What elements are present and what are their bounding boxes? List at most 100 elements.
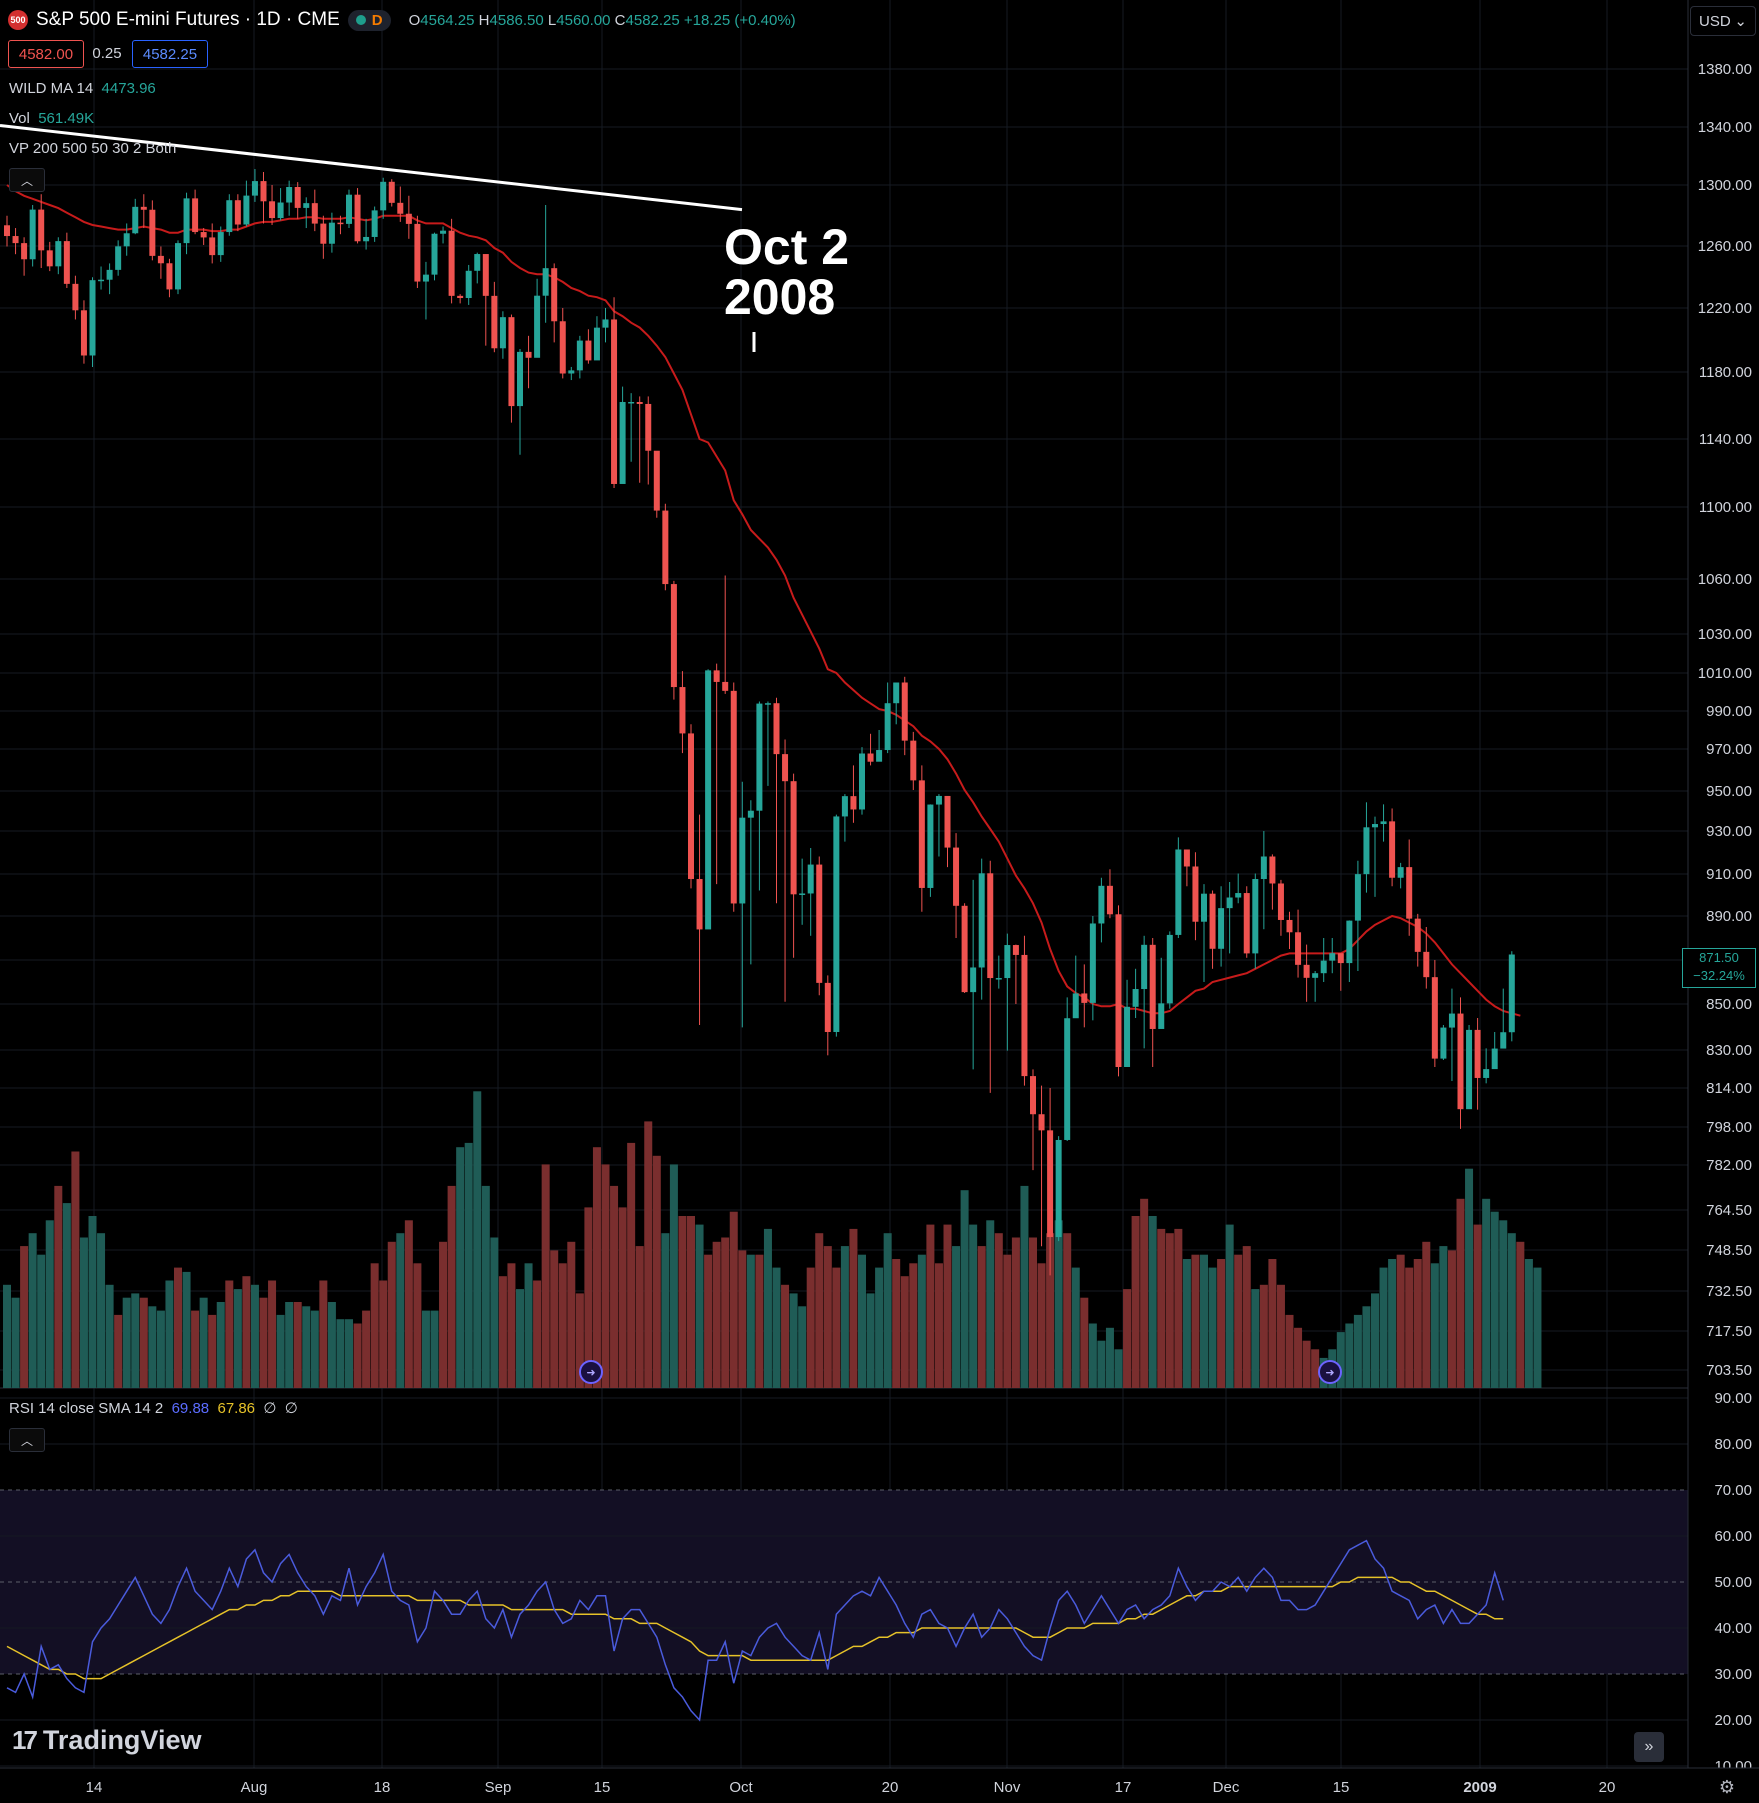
volume-bar [644, 1121, 653, 1388]
rsi-axis-label: 90.00 [1714, 1390, 1752, 1407]
economic-event-icon[interactable]: ➜ [1318, 1360, 1342, 1384]
candle-body [448, 230, 455, 296]
candle-body [217, 232, 224, 256]
volume-profile-legend[interactable]: VP 200 500 50 30 2 Both [9, 140, 177, 157]
economic-event-icon[interactable]: ➜ [579, 1360, 603, 1384]
volume-bar [1456, 1198, 1465, 1388]
volume-bar [379, 1280, 388, 1388]
candle-body [269, 201, 276, 219]
volume-bar [952, 1246, 961, 1388]
volume-bar [746, 1254, 755, 1388]
volume-bar [1516, 1241, 1525, 1388]
volume-bar [1259, 1284, 1268, 1388]
symbol-title[interactable]: S&P 500 E-mini Futures · 1D · CME [36, 9, 340, 30]
volume-bar [669, 1164, 678, 1388]
volume-bar [37, 1254, 46, 1388]
volume-bar [994, 1233, 1003, 1388]
candle-body [559, 321, 566, 374]
volume-bar [806, 1267, 815, 1388]
candle-body [688, 733, 694, 880]
candle-body [799, 893, 806, 895]
candle-body [619, 401, 626, 484]
candle-body [1141, 944, 1148, 990]
volume-bar [575, 1293, 584, 1388]
candle-body [371, 210, 378, 237]
collapse-rsi-legend-button[interactable]: ︿ [9, 1428, 45, 1452]
candle-body [576, 340, 583, 371]
volume-bar [712, 1241, 721, 1388]
spread-value: 0.25 [92, 44, 122, 62]
volume-bar [1029, 1237, 1037, 1388]
candle-body [226, 200, 233, 233]
price-axis-label: 703.50 [1706, 1362, 1752, 1379]
volume-bar [1430, 1263, 1439, 1388]
volume-bar [960, 1190, 969, 1388]
price-axis-label: 1030.00 [1698, 626, 1752, 643]
candle-body [303, 203, 310, 208]
candle-body [140, 206, 147, 210]
buy-price-button[interactable]: 4582.25 [132, 40, 208, 68]
candle-body [841, 796, 848, 817]
market-status[interactable]: D [347, 9, 391, 31]
volume-bar [567, 1241, 576, 1388]
volume-bar [327, 1302, 336, 1388]
volume-bar [815, 1233, 824, 1388]
candle-body [1089, 923, 1096, 1003]
volume-bar [618, 1207, 627, 1388]
candle-body [1021, 954, 1028, 1077]
currency-selector[interactable]: USD ⌄ [1690, 6, 1756, 36]
volume-bar [661, 1233, 670, 1388]
candle-body [953, 847, 960, 906]
volume-bar [721, 1237, 730, 1388]
candle-body [1260, 856, 1267, 880]
volume-bar [387, 1241, 396, 1388]
settings-icon[interactable]: ⚙ [1718, 1776, 1736, 1797]
volume-bar [1020, 1185, 1029, 1388]
candle-body [1431, 977, 1438, 1059]
volume-legend[interactable]: Vol 561.49K [9, 110, 95, 127]
volume-bar [1499, 1220, 1508, 1388]
tradingview-logo[interactable]: 17 TradingView [12, 1725, 202, 1755]
candle-body [1064, 1018, 1071, 1140]
volume-bar [900, 1276, 909, 1388]
wild-ma-legend[interactable]: WILD MA 14 4473.96 [9, 80, 156, 97]
volume-bar [1071, 1267, 1080, 1388]
candle-body [1483, 1069, 1490, 1078]
date-annotation[interactable]: Oct 2 2008 [724, 219, 850, 325]
price-axis-label: 1380.00 [1698, 61, 1752, 78]
volume-bar [1123, 1289, 1132, 1388]
candle-body [1030, 1076, 1036, 1115]
volume-bar [62, 1203, 71, 1388]
time-axis-label: Nov [994, 1779, 1021, 1796]
candle-body [628, 401, 635, 404]
price-axis-label: 798.00 [1706, 1119, 1752, 1136]
sell-price-button[interactable]: 4582.00 [8, 40, 84, 68]
volume-bar [1473, 1224, 1482, 1388]
volume-bar [695, 1224, 704, 1388]
volume-bar [883, 1233, 892, 1388]
candle-body [696, 879, 703, 930]
volume-bar [977, 1246, 986, 1388]
volume-bar [687, 1216, 695, 1388]
volume-bar [849, 1228, 858, 1388]
time-axis-label: 18 [374, 1779, 391, 1796]
rsi-legend[interactable]: RSI 14 close SMA 14 2 69.88 67.86 ∅ ∅ [9, 1400, 298, 1417]
scroll-to-realtime-button[interactable]: » [1634, 1732, 1664, 1762]
candle-body [243, 195, 250, 225]
price-axis-label: 1140.00 [1699, 431, 1752, 448]
candle-body [1209, 893, 1216, 949]
volume-bar [225, 1280, 234, 1388]
volume-bar [1336, 1332, 1345, 1388]
candle-body [457, 295, 464, 299]
candle-body [320, 223, 327, 244]
volume-bar [336, 1319, 345, 1388]
candle-body [730, 690, 737, 904]
collapse-legend-button[interactable]: ︿ [9, 168, 45, 192]
rsi-axis-label: 70.00 [1714, 1482, 1752, 1499]
candle-body [1414, 918, 1421, 952]
candle-body [21, 243, 28, 260]
volume-bar [79, 1237, 88, 1388]
volume-bar [1533, 1267, 1542, 1388]
volume-bar [353, 1323, 362, 1388]
